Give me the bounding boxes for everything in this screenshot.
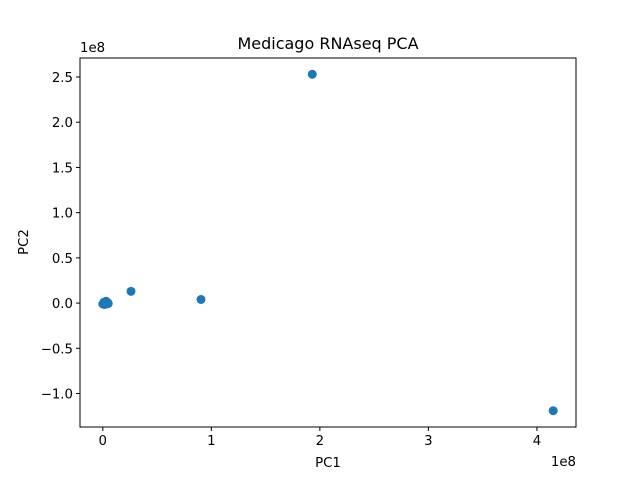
y-tick-label-4: 1.0	[52, 207, 73, 222]
chart-title: Medicago RNAseq PCA	[237, 34, 418, 53]
data-point-2	[126, 286, 136, 296]
y-axis-label: PC2	[17, 229, 32, 255]
x-axis-label: PC1	[315, 456, 341, 471]
x-axis: 0 1 2 3 4	[99, 427, 541, 449]
y-tick-label-5: 1.5	[52, 161, 73, 176]
y-tick-label-3: 0.5	[52, 252, 73, 267]
x-tick-label-2: 2	[316, 434, 324, 449]
y-tick-label-2: 0.0	[52, 297, 73, 312]
x-offset-label: 1e8	[551, 455, 576, 470]
data-point-1	[548, 406, 558, 416]
y-tick-label-7: 2.5	[52, 71, 73, 86]
data-point-0	[307, 69, 317, 79]
x-tick-label-4: 4	[533, 434, 541, 449]
data-point-13	[103, 298, 113, 308]
y-tick-label-1: −0.5	[41, 342, 73, 357]
y-axis: −1.0 −0.5 0.0 0.5 1.0 1.5 2.0 2.5	[41, 71, 80, 403]
y-offset-label: 1e8	[80, 41, 105, 56]
x-tick-label-0: 0	[99, 434, 107, 449]
plot-frame	[79, 57, 577, 428]
data-point-3	[196, 294, 206, 304]
y-tick-label-0: −1.0	[41, 388, 73, 403]
data-points	[98, 69, 558, 416]
x-tick-label-1: 1	[207, 434, 215, 449]
y-tick-label-6: 2.0	[52, 116, 73, 131]
x-tick-label-3: 3	[424, 434, 432, 449]
